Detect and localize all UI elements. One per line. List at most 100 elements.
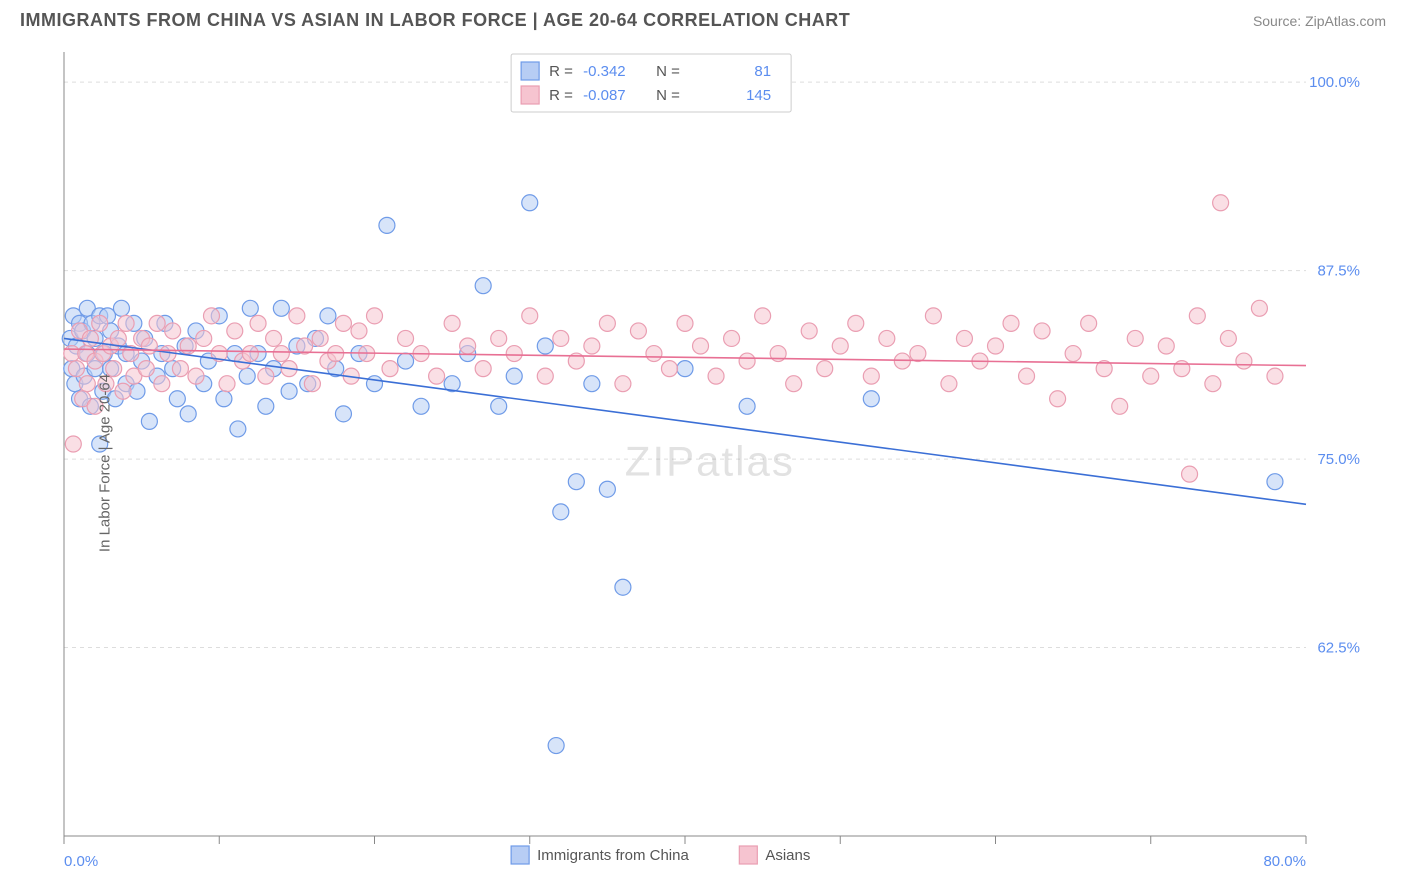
scatter-point [910, 346, 926, 362]
scatter-point [1213, 195, 1229, 211]
scatter-point [115, 383, 131, 399]
scatter-point [242, 346, 258, 362]
scatter-point [553, 330, 569, 346]
scatter-point [110, 330, 126, 346]
scatter-point [273, 346, 289, 362]
scatter-point [475, 361, 491, 377]
scatter-point [1003, 315, 1019, 331]
scatter-point [1019, 368, 1035, 384]
svg-text:-0.087: -0.087 [583, 87, 626, 104]
scatter-point [537, 368, 553, 384]
scatter-point [491, 330, 507, 346]
svg-text:75.0%: 75.0% [1317, 451, 1360, 468]
legend-swatch [739, 846, 757, 864]
scatter-point [1050, 391, 1066, 407]
scatter-point [1251, 300, 1267, 316]
scatter-point [491, 398, 507, 414]
scatter-point [351, 323, 367, 339]
svg-text:R =: R = [549, 63, 573, 80]
legend-swatch [511, 846, 529, 864]
svg-text:81: 81 [754, 63, 771, 80]
scatter-point [92, 315, 108, 331]
scatter-point [1267, 474, 1283, 490]
scatter-point [1174, 361, 1190, 377]
scatter-point [1065, 346, 1081, 362]
scatter-point [141, 338, 157, 354]
scatter-point [65, 436, 81, 452]
scatter-point [615, 376, 631, 392]
scatter-point [848, 315, 864, 331]
scatter-point [475, 278, 491, 294]
scatter-point [1267, 368, 1283, 384]
scatter-point [646, 346, 662, 362]
legend-label: Immigrants from China [537, 847, 689, 864]
scatter-point [1205, 376, 1221, 392]
scatter-point [328, 346, 344, 362]
svg-text:-0.342: -0.342 [583, 63, 626, 80]
scatter-point [141, 413, 157, 429]
scatter-point [188, 368, 204, 384]
scatter-point [113, 300, 129, 316]
scatter-point [382, 361, 398, 377]
scatter-point [460, 338, 476, 354]
svg-text:62.5%: 62.5% [1317, 640, 1360, 657]
chart-title: IMMIGRANTS FROM CHINA VS ASIAN IN LABOR … [20, 10, 850, 31]
scatter-point [138, 361, 154, 377]
scatter-point [398, 353, 414, 369]
scatter-point [708, 368, 724, 384]
scatter-point [755, 308, 771, 324]
scatter-point [724, 330, 740, 346]
scatter-point [250, 315, 266, 331]
scatter-point [786, 376, 802, 392]
scatter-point [693, 338, 709, 354]
scatter-point [118, 315, 134, 331]
svg-text:80.0%: 80.0% [1263, 853, 1306, 870]
scatter-point [444, 315, 460, 331]
scatter-point [739, 398, 755, 414]
svg-text:0.0%: 0.0% [64, 853, 98, 870]
scatter-point [172, 361, 188, 377]
scatter-point [599, 315, 615, 331]
scatter-point [522, 195, 538, 211]
scatter-point [335, 315, 351, 331]
scatter-point [615, 579, 631, 595]
scatter-point [242, 300, 258, 316]
legend-swatch [521, 62, 539, 80]
scatter-point [203, 308, 219, 324]
scatter-point [398, 330, 414, 346]
scatter-point [522, 308, 538, 324]
scatter-point [1158, 338, 1174, 354]
scatter-point [367, 376, 383, 392]
svg-text:100.0%: 100.0% [1309, 74, 1360, 91]
scatter-point [304, 376, 320, 392]
scatter-point [537, 338, 553, 354]
legend-label: Asians [765, 847, 810, 864]
scatter-point [165, 323, 181, 339]
scatter-point [630, 323, 646, 339]
scatter-point [258, 398, 274, 414]
scatter-point [941, 376, 957, 392]
scatter-point [739, 353, 755, 369]
y-axis-label: In Labor Force | Age 20-64 [97, 374, 114, 552]
scatter-point [956, 330, 972, 346]
scatter-point [154, 376, 170, 392]
scatter-point [266, 330, 282, 346]
scatter-point [281, 383, 297, 399]
scatter-point [925, 308, 941, 324]
scatter-point [196, 330, 212, 346]
scatter-point [1220, 330, 1236, 346]
scatter-point [79, 376, 95, 392]
scatter-point [219, 376, 235, 392]
scatter-point [379, 217, 395, 233]
scatter-point [584, 376, 600, 392]
correlation-chart: 62.5%75.0%87.5%100.0%0.0%80.0%ZIPatlasR … [20, 44, 1396, 882]
scatter-point [988, 338, 1004, 354]
scatter-point [1182, 466, 1198, 482]
scatter-point [82, 330, 98, 346]
scatter-point [832, 338, 848, 354]
svg-text:87.5%: 87.5% [1317, 263, 1360, 280]
scatter-point [216, 391, 232, 407]
scatter-point [863, 368, 879, 384]
scatter-point [149, 315, 165, 331]
scatter-point [568, 474, 584, 490]
